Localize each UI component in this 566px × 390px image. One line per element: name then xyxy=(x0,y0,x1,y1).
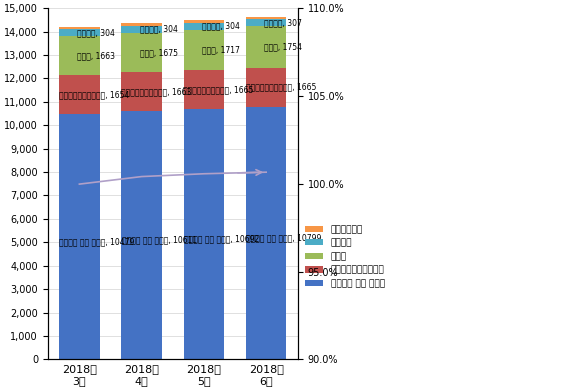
Text: タイムズ カー プラス, 10611: タイムズ カー プラス, 10611 xyxy=(122,236,197,245)
Text: タイムズ カー プラス, 10799: タイムズ カー プラス, 10799 xyxy=(246,234,321,243)
Bar xyxy=(184,30,224,70)
Text: カレコ, 1675: カレコ, 1675 xyxy=(140,48,178,57)
Text: オリックスカーシェア, 1665: オリックスカーシェア, 1665 xyxy=(246,83,316,92)
Bar xyxy=(121,23,162,26)
Bar xyxy=(59,29,100,36)
Text: オリックスカーシェア, 1665: オリックスカーシェア, 1665 xyxy=(183,85,254,94)
Bar xyxy=(121,72,162,111)
Bar xyxy=(59,27,100,29)
Bar xyxy=(246,17,286,19)
Text: オリックスカーシェア, 1654: オリックスカーシェア, 1654 xyxy=(59,90,129,99)
Text: カリテコ, 307: カリテコ, 307 xyxy=(264,18,302,27)
Text: カリテコ, 304: カリテコ, 304 xyxy=(78,28,115,37)
Bar xyxy=(246,67,286,106)
Text: タイムズ カー プラス, 10692: タイムズ カー プラス, 10692 xyxy=(184,235,259,244)
Text: タイムズ カー プラス, 10479: タイムズ カー プラス, 10479 xyxy=(59,237,135,246)
Legend: アース・カー, カリテコ, カレコ, オリックスカーシェア, タイムズ カー プラス: アース・カー, カリテコ, カレコ, オリックスカーシェア, タイムズ カー プ… xyxy=(302,222,388,292)
Text: カレコ, 1754: カレコ, 1754 xyxy=(264,43,302,51)
Bar xyxy=(246,27,286,67)
Bar xyxy=(59,114,100,359)
Bar xyxy=(246,106,286,359)
Text: カレコ, 1663: カレコ, 1663 xyxy=(78,51,115,60)
Bar xyxy=(184,23,224,30)
Bar xyxy=(121,111,162,359)
Text: オリックスカーシェア, 1663: オリックスカーシェア, 1663 xyxy=(121,87,191,96)
Bar xyxy=(184,109,224,359)
Text: カリテコ, 304: カリテコ, 304 xyxy=(202,22,240,31)
Bar xyxy=(121,26,162,33)
Bar xyxy=(121,33,162,72)
Bar xyxy=(246,19,286,27)
Text: カレコ, 1717: カレコ, 1717 xyxy=(202,46,240,55)
Text: カリテコ, 304: カリテコ, 304 xyxy=(140,25,178,34)
Bar xyxy=(59,75,100,114)
Bar xyxy=(184,20,224,23)
Bar xyxy=(59,36,100,75)
Bar xyxy=(184,70,224,109)
